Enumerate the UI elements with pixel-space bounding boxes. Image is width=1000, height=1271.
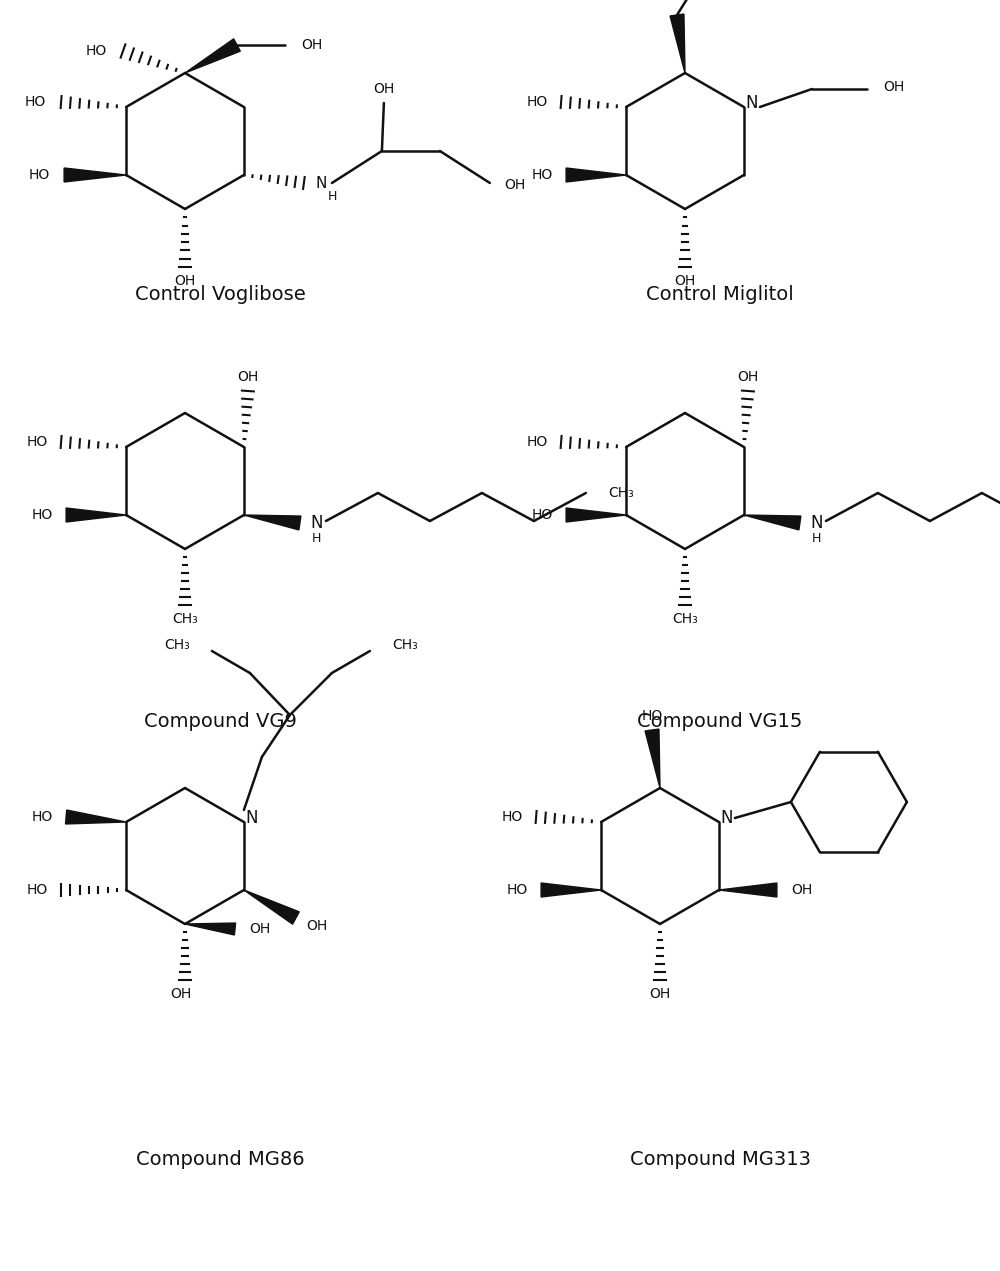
Text: CH₃: CH₃ — [608, 486, 634, 500]
Polygon shape — [185, 923, 236, 935]
Text: Compound VG9: Compound VG9 — [144, 713, 296, 731]
Text: N: N — [310, 513, 322, 533]
Text: OH: OH — [306, 919, 327, 933]
Text: HO: HO — [29, 168, 50, 182]
Text: OH: OH — [674, 275, 696, 289]
Text: HO: HO — [502, 810, 523, 824]
Text: OH: OH — [170, 988, 192, 1002]
Text: OH: OH — [883, 80, 904, 94]
Text: OH: OH — [237, 370, 259, 384]
Polygon shape — [645, 730, 660, 788]
Text: Control Voglibose: Control Voglibose — [135, 286, 305, 304]
Text: HO: HO — [32, 508, 53, 522]
Text: CH₃: CH₃ — [392, 638, 418, 652]
Text: HO: HO — [641, 709, 663, 723]
Polygon shape — [719, 883, 777, 897]
Text: N: N — [246, 810, 258, 827]
Text: H: H — [312, 533, 321, 545]
Text: N: N — [316, 175, 327, 191]
Text: CH₃: CH₃ — [172, 613, 198, 627]
Text: N: N — [721, 810, 733, 827]
Polygon shape — [185, 39, 240, 72]
Polygon shape — [566, 168, 626, 182]
Text: Compound VG15: Compound VG15 — [637, 713, 803, 731]
Polygon shape — [244, 890, 299, 924]
Polygon shape — [744, 515, 801, 530]
Text: OH: OH — [301, 38, 322, 52]
Text: N: N — [746, 94, 758, 112]
Text: HO: HO — [532, 168, 553, 182]
Text: HO: HO — [27, 435, 48, 449]
Text: OH: OH — [373, 83, 395, 97]
Text: HO: HO — [32, 810, 53, 824]
Text: Compound MG313: Compound MG313 — [630, 1150, 810, 1168]
Text: HO: HO — [86, 44, 107, 58]
Text: N: N — [810, 513, 822, 533]
Text: HO: HO — [27, 883, 48, 897]
Text: OH: OH — [249, 921, 270, 935]
Text: H: H — [328, 191, 337, 203]
Text: HO: HO — [532, 508, 553, 522]
Polygon shape — [66, 810, 126, 824]
Text: CH₃: CH₃ — [164, 638, 190, 652]
Polygon shape — [64, 168, 126, 182]
Text: OH: OH — [649, 988, 671, 1002]
Text: Control Miglitol: Control Miglitol — [646, 286, 794, 304]
Text: HO: HO — [25, 95, 46, 109]
Text: OH: OH — [737, 370, 759, 384]
Text: OH: OH — [174, 275, 196, 289]
Polygon shape — [670, 14, 685, 72]
Polygon shape — [66, 508, 126, 522]
Text: Compound MG86: Compound MG86 — [136, 1150, 304, 1168]
Text: OH: OH — [504, 178, 525, 192]
Text: OH: OH — [791, 883, 812, 897]
Polygon shape — [244, 515, 301, 530]
Text: HO: HO — [527, 435, 548, 449]
Polygon shape — [566, 508, 626, 522]
Polygon shape — [541, 883, 601, 897]
Text: HO: HO — [527, 95, 548, 109]
Text: H: H — [812, 533, 821, 545]
Text: HO: HO — [507, 883, 528, 897]
Text: CH₃: CH₃ — [672, 613, 698, 627]
